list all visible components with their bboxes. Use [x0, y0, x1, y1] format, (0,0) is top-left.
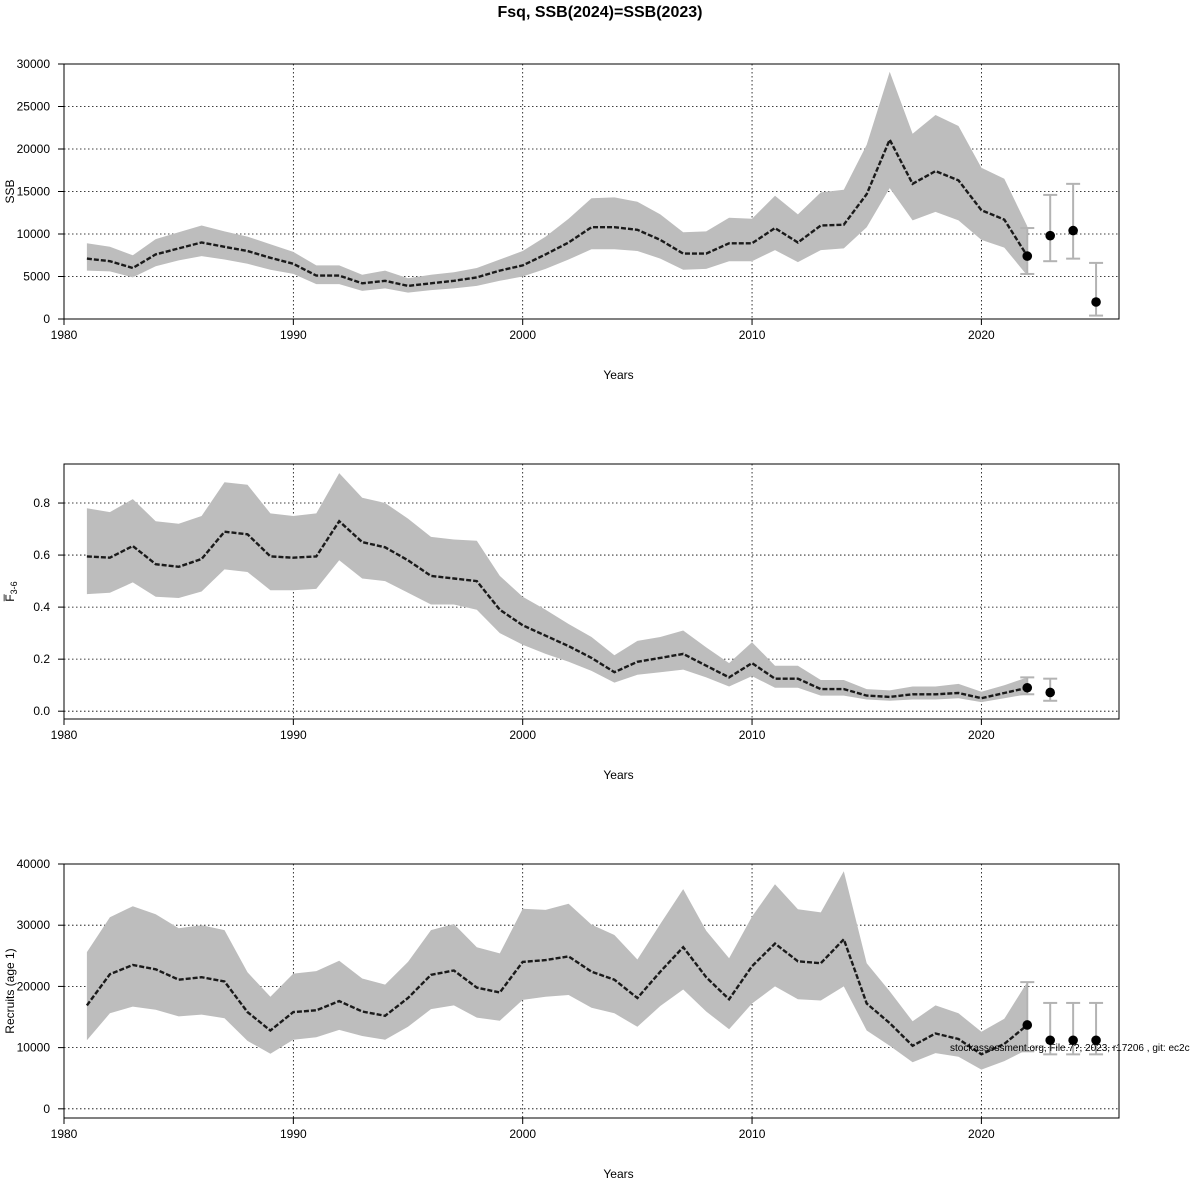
panel-1: 1980 1990 2000 2010 2020 0 5000 10000 15000 20000… [3, 57, 1120, 382]
y-tick-label: 0.2 [33, 652, 50, 666]
y-tick-label: 30000 [17, 57, 51, 71]
y-tick-label: 15000 [17, 185, 51, 199]
x-tick-label: 1980 [51, 728, 78, 742]
y-tick-label: 0.0 [33, 704, 50, 718]
y-tick-label: 0 [43, 1102, 50, 1116]
forecast-point [1091, 297, 1101, 307]
forecast-point [1045, 230, 1055, 241]
x-tick-label: 1980 [51, 1127, 78, 1141]
estimate-line [85, 937, 1029, 1056]
y-axis-label: Recruits (age 1) [3, 948, 17, 1033]
y-tick-label: 0 [43, 312, 50, 326]
plot-frame [63, 463, 1120, 720]
forecast-point [1045, 687, 1055, 698]
forecast-point [1068, 225, 1078, 236]
x-tick-label: 2000 [509, 728, 536, 742]
y-tick-label: 25000 [17, 100, 51, 114]
forecast-point [1045, 1035, 1055, 1046]
y-tick-label: 0.4 [33, 600, 50, 614]
y-tick-label: 20000 [17, 979, 51, 993]
y-axis-label: SSB [3, 179, 17, 203]
estimate-line [86, 519, 1028, 700]
y-tick-label: 30000 [17, 918, 51, 932]
x-tick-label: 2010 [739, 728, 766, 742]
figure-title: Fsq, SSB(2024)=SSB(2023) [498, 4, 703, 21]
x-tick-label: 1990 [280, 1127, 307, 1141]
confidence-band [86, 71, 1028, 293]
y-tick-label: 0.8 [33, 496, 50, 510]
plot-frame [63, 863, 1120, 1119]
x-tick-label: 2010 [739, 1127, 766, 1141]
x-tick-label: 2000 [509, 328, 536, 342]
x-axis-label: Years [603, 768, 633, 782]
x-tick-label: 2010 [739, 328, 766, 342]
x-tick-label: 2000 [509, 1127, 536, 1141]
x-tick-label: 1990 [280, 728, 307, 742]
forecast-point [1022, 1020, 1033, 1030]
footer-note: stockassessment.org, File.7?, 2023, r172… [950, 1043, 1190, 1054]
y-tick-label: 20000 [17, 142, 51, 156]
y-tick-label: 10000 [17, 1041, 51, 1055]
panel-2: 1980 1990 2000 2010 2020 0.0 0.2 0.4 0.6 0.8 Years… [3, 463, 1120, 782]
estimate-line [86, 136, 1029, 288]
x-tick-label: 2020 [968, 728, 995, 742]
x-axis-label: Years [603, 1167, 633, 1181]
confidence-band [86, 871, 1028, 1070]
x-tick-label: 1990 [280, 328, 307, 342]
y-tick-label: 0.6 [33, 548, 50, 562]
forecast-point [1022, 251, 1033, 261]
panel-3: 1980 1990 2000 2010 2020 0 10000 20000 30000 4000… [3, 857, 1120, 1181]
forecast-point [1068, 1035, 1078, 1046]
x-tick-label: 2020 [968, 1127, 995, 1141]
y-tick-label: 5000 [23, 270, 50, 284]
x-tick-label: 1980 [51, 328, 78, 342]
x-axis-label: Years [603, 368, 633, 382]
x-tick-label: 2020 [968, 328, 995, 342]
y-axis-label: F̅3-6 [3, 581, 19, 601]
y-tick-label: 10000 [17, 227, 51, 241]
y-tick-label: 40000 [17, 857, 51, 871]
forecast-point [1022, 682, 1033, 693]
forecast-point [1091, 1035, 1101, 1046]
confidence-band [86, 473, 1028, 703]
